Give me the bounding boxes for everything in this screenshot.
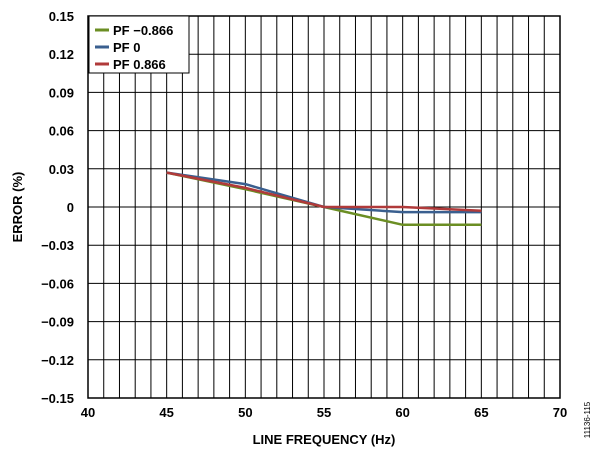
legend-label-2: PF 0 (113, 40, 140, 55)
x-tick-labels: 40 45 50 55 60 65 70 (81, 405, 567, 420)
x-tick-label: 60 (395, 405, 409, 420)
y-tick-label: 0 (67, 200, 74, 215)
series-line-3 (166, 171, 482, 213)
y-tick-label: −0.15 (41, 391, 74, 406)
series-lines (166, 171, 482, 227)
y-tick-label: 0.09 (49, 85, 74, 100)
x-tick-label: 45 (159, 405, 173, 420)
x-tick-label: 50 (238, 405, 252, 420)
legend: PF −0.866 PF 0 PF 0.866 (88, 15, 190, 74)
x-tick-label: 65 (474, 405, 488, 420)
x-tick-label: 70 (553, 405, 567, 420)
figure-id: 11136-115 (583, 401, 592, 438)
y-axis-title: ERROR (%) (10, 172, 25, 243)
y-tick-labels: 0.15 0.12 0.09 0.06 0.03 0 −0.03 −0.06 −0.09 −0.1… (41, 9, 74, 406)
grid-lines (88, 16, 560, 398)
y-tick-label: 0.06 (49, 124, 74, 139)
y-tick-label: 0.15 (49, 9, 74, 24)
legend-label-1: PF −0.866 (113, 23, 173, 38)
plot-frame (87, 15, 561, 399)
y-tick-label: 0.03 (49, 162, 74, 177)
legend-label-3: PF 0.866 (113, 57, 166, 72)
x-tick-label: 55 (317, 405, 331, 420)
y-tick-label: −0.03 (41, 238, 74, 253)
y-tick-label: −0.06 (41, 276, 74, 291)
x-tick-label: 40 (81, 405, 95, 420)
y-tick-label: −0.12 (41, 353, 74, 368)
x-axis-title: LINE FREQUENCY (Hz) (253, 432, 396, 447)
y-tick-label: −0.09 (41, 315, 74, 330)
y-tick-label: 0.12 (49, 47, 74, 62)
